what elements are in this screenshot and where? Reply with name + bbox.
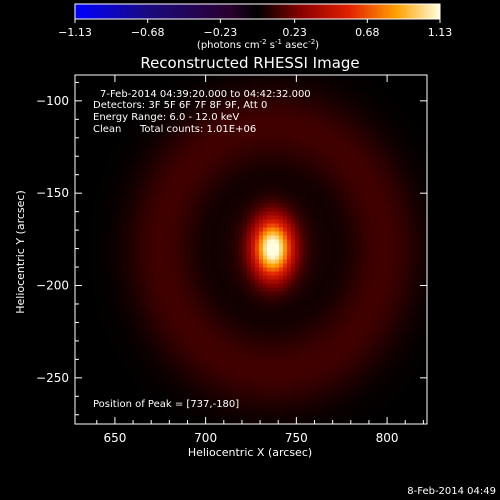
x-axis-label: Heliocentric X (arcsec) <box>188 446 312 459</box>
x-tick-label: 650 <box>103 431 126 445</box>
colorbar: −1.13 −0.68 −0.23 0.23 0.68 1.13 (photons cm-… <box>58 3 452 51</box>
chart-title: Reconstructed RHESSI Image <box>140 54 359 72</box>
annotation-time-range: 7-Feb-2014 04:39:20.000 to 04:42:32.000 <box>100 89 311 100</box>
x-tick-label: 750 <box>285 431 308 445</box>
colorbar-ticks: −1.13 −0.68 −0.23 0.23 0.68 1.13 <box>58 19 452 39</box>
y-tick-label: −100 <box>36 94 69 108</box>
annotation-peak: Position of Peak = [737,-180] <box>93 399 239 410</box>
y-tick-label: −250 <box>36 371 69 385</box>
colorbar-fill <box>74 3 441 20</box>
annotation-detectors: Detectors: 3F 5F 6F 7F 8F 9F, Att 0 <box>93 100 267 111</box>
y-tick-label: −200 <box>36 279 69 293</box>
heatmap-image <box>75 75 427 424</box>
colorbar-tick-label: −0.23 <box>203 26 237 39</box>
colorbar-tick-label: −1.13 <box>58 26 92 39</box>
axis-ticks: 650 700 750 800 −100 −150 −200 −250 <box>36 75 427 445</box>
y-tick-label: −150 <box>36 186 69 200</box>
colorbar-tick-label: −0.68 <box>131 26 165 39</box>
annotation-method: Clean <box>93 124 121 135</box>
annotation-counts: Total counts: 1.01E+06 <box>139 124 256 135</box>
annotation-energy: Energy Range: 6.0 - 12.0 keV <box>93 112 239 123</box>
colorbar-tick-label: 0.68 <box>355 26 380 39</box>
x-tick-label: 800 <box>376 431 399 445</box>
y-axis-label: Heliocentric Y (arcsec) <box>14 190 27 314</box>
colorbar-label: (photons cm-2 s-1 asec-2) <box>197 38 319 51</box>
plot-area: 650 700 750 800 −100 −150 −200 −250 <box>36 74 428 445</box>
colorbar-tick-label: 0.23 <box>282 26 307 39</box>
colorbar-tick-label: 1.13 <box>428 26 453 39</box>
plot-frame <box>74 74 428 425</box>
x-tick-label: 700 <box>194 431 217 445</box>
footer-timestamp: 8-Feb-2014 04:49 <box>407 486 496 497</box>
